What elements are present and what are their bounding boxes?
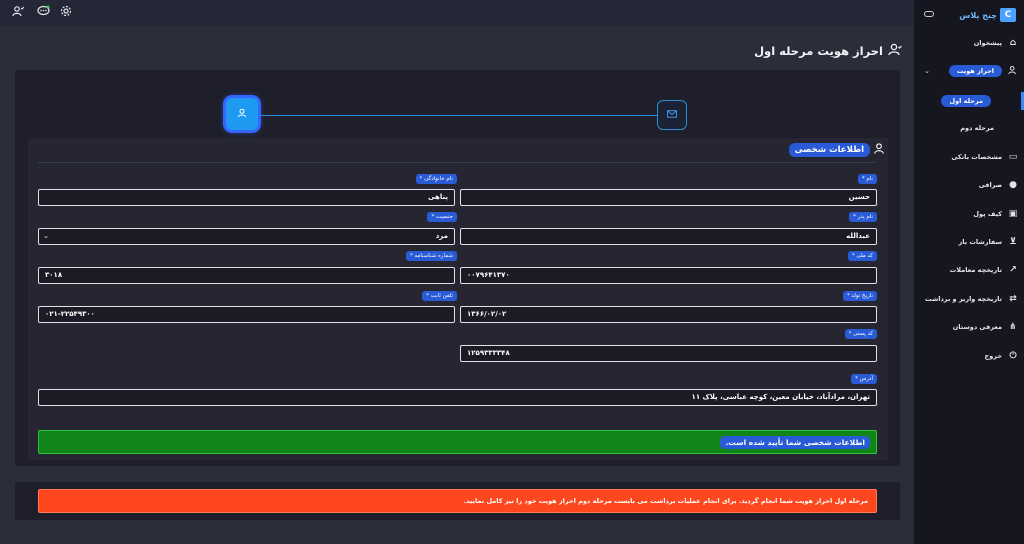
sidebar-item-label: معرفی دوستان [952,323,1002,331]
success-message: اطلاعات شخصی شما تأیید شده است. [720,436,870,449]
user-icon [874,143,884,157]
top-bar [0,0,914,26]
gender-select-value: مرد [435,232,448,240]
sidebar-item-label: مشخصات بانکی [951,153,1002,161]
sidebar-item-label: سفارشات باز [958,238,1002,246]
sidebar-item-exchange[interactable]: ● صرافی [914,176,1024,194]
sidebar-item-referral[interactable]: ⋔ معرفی دوستان [914,318,1024,336]
chevron-down-icon: ⌄ [924,67,930,75]
warning-message: مرحله اول احراز هویت شما انجام گردید. بر… [463,497,868,505]
success-alert: اطلاعات شخصی شما تأیید شده است. [38,430,877,454]
personal-info-panel [28,138,888,460]
sidebar-item-label: مرحله اول [941,95,991,107]
sidebar-item-label: تاریخچه معاملات [949,266,1002,274]
sidebar-item-label: تاریخچه واریز و برداشت [924,295,1002,303]
home-icon: ⌂ [1009,38,1017,48]
step-contact-info[interactable] [657,100,687,130]
gender-label: جنسیت * [427,212,457,222]
sidebar: C چنج پلاس ⌂ پیشخوان احراز هویت ⌄ مرحله … [914,0,1024,544]
sidebar-item-label: احراز هویت [948,65,1002,77]
last-name-field[interactable]: پناهی [38,189,455,206]
chevron-down-icon: ⌄ [43,232,49,240]
landline-label: تلفن ثابت * [422,291,457,301]
address-label: آدرس * [851,374,877,384]
chat-icon[interactable] [35,5,51,21]
national-code-field[interactable]: ۰۰۷۹۶۴۱۳۷۰ [460,267,877,284]
national-code-label: کد ملی * [847,251,877,261]
sidebar-item-label: صرافی [978,181,1002,189]
stepper-line [258,115,658,116]
sidebar-item-label: پیشخوان [973,39,1002,47]
birth-date-label: تاریخ تولد * [842,291,877,301]
user-check-icon[interactable] [10,5,26,21]
coins-icon: ● [1009,180,1017,190]
landline-field[interactable]: ۰۲۱-۲۲۵۴۹۳۰۰ [38,306,455,323]
sidebar-item-label: خروج [984,352,1002,360]
father-name-label: نام پدر * [849,212,877,222]
logo-text: چنج پلاس [959,10,997,20]
father-name-field[interactable]: عبدالله [460,228,877,245]
share-icon: ⋔ [1009,322,1017,332]
user-check-icon [1007,65,1019,77]
postal-code-label: کد پستی * [844,329,877,339]
gender-select[interactable]: مرد ⌄ [38,228,455,245]
section-divider [38,162,876,163]
id-number-label: شماره شناسنامه * [405,251,457,261]
gear-icon[interactable] [58,5,74,21]
section-title-text: اطلاعات شخصی [788,143,870,157]
sidebar-item-dashboard[interactable]: ⌂ پیشخوان [914,34,1024,52]
sidebar-item-label: مرحله دوم [960,124,994,132]
transfer-icon: ⇄ [1009,294,1017,304]
warning-alert: مرحله اول احراز هویت شما انجام گردید. بر… [38,489,877,513]
first-name-field[interactable]: حسین [460,189,877,206]
chart-icon: ↗ [1009,265,1017,275]
card-icon: ▭ [1008,152,1018,162]
section-title: اطلاعات شخصی [788,143,884,157]
sidebar-item-wallet[interactable]: ▣ کیف پول [914,205,1024,223]
user-check-icon [888,43,902,59]
sidebar-item-label: کیف پول [973,210,1002,218]
sidebar-item-step-one[interactable]: مرحله اول [914,92,1024,110]
sidebar-item-logout[interactable]: ⏻ خروج [914,347,1024,365]
sidebar-toggle-icon[interactable] [924,11,934,17]
sidebar-item-step-two[interactable]: مرحله دوم [914,119,1024,137]
wallet-icon: ▣ [1008,209,1018,219]
last-name-label: نام خانوادگی * [415,174,457,184]
cart-icon: ⊻ [1009,237,1017,247]
page-title-text: احراز هویت مرحله اول [754,44,883,58]
sidebar-item-identity[interactable]: احراز هویت ⌄ [914,62,1024,80]
power-icon: ⏻ [1009,351,1017,361]
sidebar-item-deposit-history[interactable]: ⇄ تاریخچه واریز و برداشت [914,290,1024,308]
sidebar-item-trade-history[interactable]: ↗ تاریخچه معاملات [914,261,1024,279]
page-title: احراز هویت مرحله اول [754,43,902,59]
sidebar-item-open-orders[interactable]: ⊻ سفارشات باز [914,233,1024,251]
brand-logo[interactable]: C چنج پلاس [959,6,1016,24]
sidebar-item-bank-details[interactable]: ▭ مشخصات بانکی [914,148,1024,166]
id-number-field[interactable]: ۳۰۱۸ [38,267,455,284]
address-field[interactable]: تهران، مرادآباد، خیابان معین، کوچه عباسی… [38,389,877,406]
logo-mark-icon: C [1000,8,1016,22]
first-name-label: نام * [857,174,877,184]
birth-date-field[interactable]: ۱۳۶۶/۰۲/۰۲ [460,306,877,323]
step-personal-info[interactable] [226,98,258,130]
postal-code-field[interactable]: ۱۲۵۹۳۳۳۳۴۸ [460,345,877,362]
